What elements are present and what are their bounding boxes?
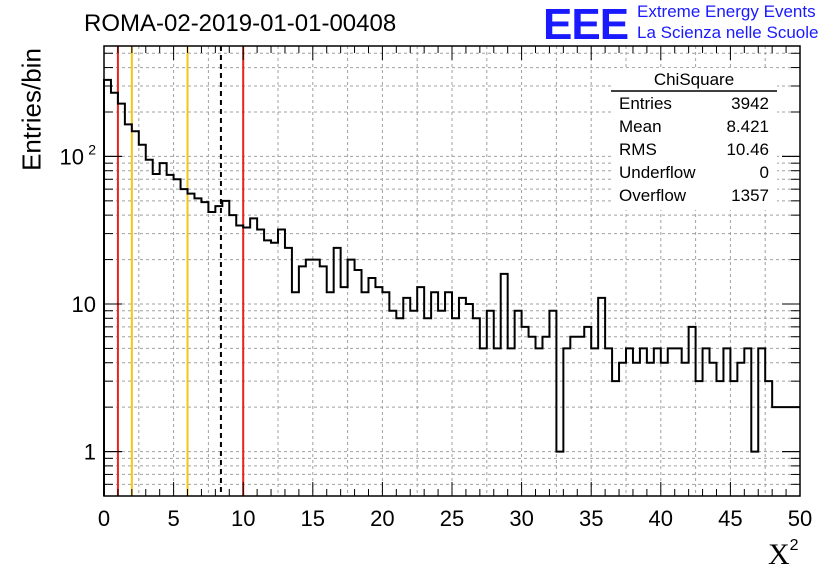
y-tick-label-superscript: 2 xyxy=(88,141,96,157)
stats-row-value: 3942 xyxy=(731,94,769,113)
stats-row-label: Mean xyxy=(619,117,662,136)
chart-title: ROMA-02-2019-01-01-00408 xyxy=(84,10,397,37)
stats-row-value: 8.421 xyxy=(726,117,769,136)
x-tick-label: 5 xyxy=(167,506,179,531)
eee-logo: EEE xyxy=(543,0,629,49)
x-tick-label: 15 xyxy=(301,506,325,531)
y-tick-label: 10 xyxy=(60,144,84,169)
stats-row-label: RMS xyxy=(619,140,657,159)
x-axis-label: X2 xyxy=(768,537,799,572)
histogram-line xyxy=(103,78,800,496)
x-tick-label: 35 xyxy=(579,506,603,531)
x-tick-label: 10 xyxy=(231,506,255,531)
logo-text-line1: Extreme Energy Events xyxy=(637,2,816,21)
x-tick-label: 50 xyxy=(788,506,812,531)
stats-row-label: Entries xyxy=(619,94,672,113)
x-tick-label: 0 xyxy=(98,506,110,531)
y-tick-label: 10 xyxy=(72,292,96,317)
logo-text-line2: La Scienza nelle Scuole xyxy=(637,23,819,42)
stats-box-title: ChiSquare xyxy=(654,70,734,89)
stats-row-label: Overflow xyxy=(619,186,687,205)
y-tick-label: 1 xyxy=(84,440,96,465)
x-tick-label: 40 xyxy=(649,506,673,531)
x-tick-label: 25 xyxy=(440,506,464,531)
x-tick-label: 45 xyxy=(718,506,742,531)
x-tick-label: 30 xyxy=(509,506,533,531)
stats-row-value: 1357 xyxy=(731,186,769,205)
stats-row-label: Underflow xyxy=(619,163,696,182)
x-tick-label: 20 xyxy=(370,506,394,531)
stats-row-value: 0 xyxy=(760,163,769,182)
stats-row-value: 10.46 xyxy=(726,140,769,159)
x-axis-label-main: X xyxy=(768,538,790,571)
x-axis-label-sup: 2 xyxy=(789,537,799,554)
